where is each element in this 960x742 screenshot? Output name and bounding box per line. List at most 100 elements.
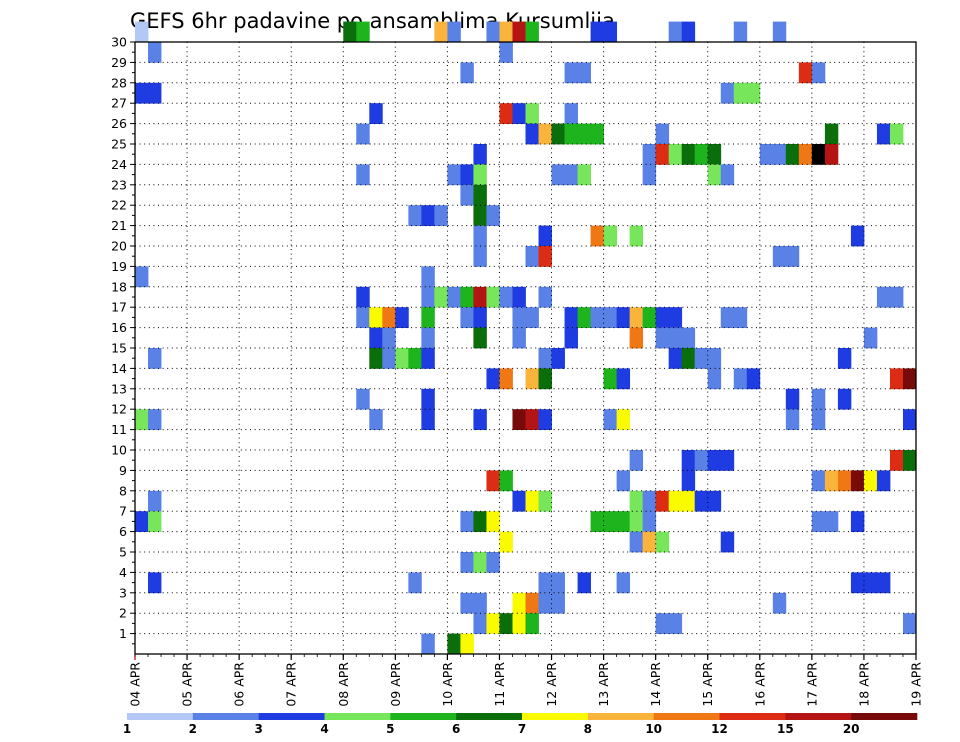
heatmap-cell — [369, 348, 383, 369]
heatmap-cell — [603, 511, 618, 532]
heatmap-cell — [421, 348, 435, 369]
heatmap-cell — [473, 164, 487, 186]
heatmap-cell — [148, 42, 162, 63]
heatmap-cell — [460, 633, 474, 655]
heatmap-cell — [655, 307, 670, 328]
heatmap-cell — [772, 21, 787, 43]
heatmap-cell — [525, 246, 539, 267]
heatmap-cell — [369, 307, 383, 328]
heatmap-cell — [564, 164, 578, 186]
y-tick-label: 13 — [111, 381, 127, 396]
axes: 1234567891011121314151617181920212223242… — [111, 35, 923, 707]
heatmap-cell — [681, 144, 696, 165]
heatmap-cell — [148, 348, 162, 369]
x-tick-label: 09 APR — [388, 662, 403, 707]
heatmap-cell — [655, 144, 670, 165]
heatmap-cell — [356, 286, 370, 308]
heatmap-cell — [538, 123, 552, 145]
heatmap-cell — [876, 123, 891, 145]
heatmap-cell — [811, 388, 826, 410]
heatmap-cell — [525, 490, 539, 512]
heatmap-cell — [538, 592, 552, 614]
legend-swatch — [390, 713, 457, 720]
y-tick-label: 16 — [111, 320, 127, 335]
y-tick-label: 15 — [111, 341, 127, 356]
y-tick-label: 3 — [119, 585, 127, 600]
heatmap-cell — [525, 613, 539, 634]
heatmap-cell — [148, 409, 162, 430]
heatmap-cell — [772, 592, 787, 614]
y-tick-label: 30 — [111, 35, 127, 50]
heatmap-cell — [460, 511, 474, 532]
legend-label: 12 — [711, 722, 728, 736]
heatmap-cell — [629, 327, 644, 349]
heatmap-cell — [616, 368, 631, 390]
heatmap-cell — [616, 409, 631, 430]
heatmap-cell — [512, 327, 526, 349]
heatmap-cell — [655, 123, 670, 145]
heatmap-cell — [369, 327, 383, 349]
heatmap-cell — [512, 613, 526, 634]
heatmap-cell — [824, 470, 839, 492]
heatmap-cell — [486, 613, 500, 634]
heatmap-cell — [668, 21, 683, 43]
heatmap-cell — [473, 327, 487, 349]
heatmap-cell — [512, 490, 526, 512]
heatmap-cell — [408, 205, 422, 226]
legend-label: 15 — [777, 722, 794, 736]
heatmap-cell — [824, 123, 839, 145]
heatmap-cell — [642, 144, 657, 165]
heatmap-cell — [538, 368, 552, 390]
heatmap-cell — [512, 286, 526, 308]
y-tick-label: 1 — [119, 626, 127, 641]
x-tick-label: 18 APR — [856, 662, 871, 707]
legend-label: 2 — [189, 722, 197, 736]
heatmap-cell — [655, 531, 670, 553]
heatmap-cell — [642, 307, 657, 328]
y-tick-label: 6 — [119, 524, 127, 539]
heatmap-cell — [681, 490, 696, 512]
heatmap-cell — [148, 572, 162, 594]
heatmap-cell — [135, 82, 149, 104]
heatmap-cell — [395, 348, 409, 369]
heatmap-cell — [889, 450, 904, 471]
heatmap-cell — [694, 144, 709, 165]
legend-swatch — [456, 713, 523, 720]
heatmap-cell — [889, 123, 904, 145]
heatmap-cell — [499, 368, 513, 390]
y-tick-label: 2 — [119, 606, 127, 621]
heatmap-cell — [460, 592, 474, 614]
heatmap-cell — [486, 286, 500, 308]
heatmap-cell — [551, 348, 565, 369]
heatmap-cell — [434, 21, 448, 43]
heatmap-cell — [408, 348, 422, 369]
heatmap-cell — [564, 123, 578, 145]
heatmap-cell — [616, 470, 631, 492]
heatmap-cell — [668, 348, 683, 369]
heatmap-cell — [473, 592, 487, 614]
heatmap-cell — [655, 490, 670, 512]
heatmap-cell — [681, 470, 696, 492]
heatmap-cell — [447, 164, 461, 186]
heatmap-cell — [421, 388, 435, 410]
legend-label: 3 — [254, 722, 262, 736]
legend-swatch — [324, 713, 391, 720]
heatmap-cell — [382, 307, 396, 328]
y-tick-label: 11 — [111, 422, 127, 437]
heatmap-cell — [148, 511, 162, 532]
heatmap-cell — [460, 164, 474, 186]
heatmap-cell — [642, 531, 657, 553]
heatmap-cell — [525, 592, 539, 614]
heatmap-cell — [629, 531, 644, 553]
legend-swatch — [785, 713, 852, 720]
heatmap-cell — [863, 327, 878, 349]
heatmap-cell — [902, 368, 917, 390]
x-tick-label: 16 APR — [752, 662, 767, 707]
heatmap-cell — [577, 307, 591, 328]
heatmap-cell — [486, 368, 500, 390]
y-tick-label: 26 — [111, 116, 127, 131]
heatmap-cell — [577, 123, 591, 145]
legend-swatch — [719, 713, 786, 720]
x-tick-label: 07 APR — [284, 662, 299, 707]
heatmap-cell — [759, 144, 774, 165]
